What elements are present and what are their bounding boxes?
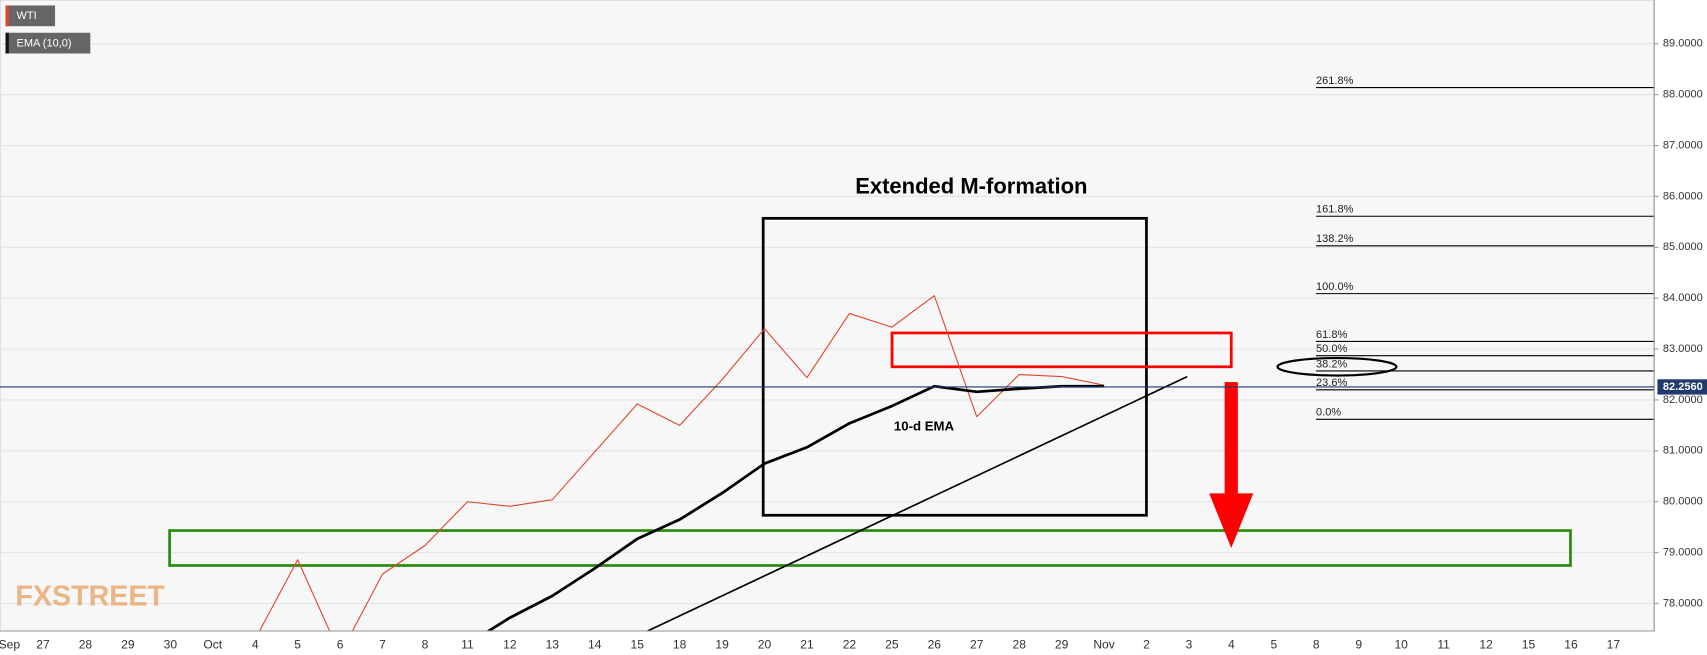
annotation: Extended M-formation bbox=[855, 174, 1087, 199]
fib-label: 61.8% bbox=[1316, 329, 1347, 341]
legend-box bbox=[5, 5, 56, 27]
x-tick-label: 15 bbox=[1522, 637, 1536, 651]
x-tick-label: 11 bbox=[461, 637, 474, 651]
y-tick-label: 88.0000 bbox=[1663, 89, 1703, 101]
series-line bbox=[258, 295, 1105, 631]
x-tick-label: Sep bbox=[0, 637, 20, 651]
x-tick-label: 12 bbox=[1479, 637, 1493, 651]
fib-label: 138.2% bbox=[1316, 233, 1354, 245]
x-tick-label: 16 bbox=[1564, 637, 1578, 651]
x-tick-label: 28 bbox=[1012, 637, 1026, 651]
x-tick-label: 9 bbox=[1355, 637, 1362, 651]
watermark: FXSTREET bbox=[15, 581, 165, 613]
x-tick-label: 4 bbox=[1228, 637, 1235, 651]
fib-label: 100.0% bbox=[1316, 281, 1354, 293]
x-tick-label: 21 bbox=[800, 637, 814, 651]
x-tick-label: 2 bbox=[1143, 637, 1150, 651]
fib-ellipse bbox=[1276, 356, 1398, 377]
y-tick-label: 79.0000 bbox=[1663, 547, 1703, 559]
legend-box bbox=[5, 32, 91, 54]
price-tag-label: 82.2560 bbox=[1663, 381, 1703, 393]
series-group bbox=[258, 295, 1105, 631]
x-tick-label: 13 bbox=[546, 637, 560, 651]
trend-line bbox=[647, 375, 1188, 632]
plot-area bbox=[0, 0, 1655, 632]
x-tick-label: 17 bbox=[1607, 637, 1621, 651]
x-tick-label: 29 bbox=[1055, 637, 1069, 651]
y-tick-label: 85.0000 bbox=[1663, 241, 1703, 253]
x-tick-label: 12 bbox=[503, 637, 517, 651]
x-tick-label: 5 bbox=[1270, 637, 1277, 651]
fib-label: 161.8% bbox=[1316, 204, 1354, 216]
y-tick-label: 89.0000 bbox=[1663, 38, 1703, 50]
fib-label: 38.2% bbox=[1316, 358, 1347, 370]
price-tag bbox=[1657, 379, 1707, 395]
x-tick-label: 3 bbox=[1186, 637, 1193, 651]
x-tick-label: 11 bbox=[1437, 637, 1450, 651]
legend: WTI EMA (10,0) bbox=[5, 5, 91, 54]
fib-label: 0.0% bbox=[1316, 407, 1341, 419]
fib-label: 261.8% bbox=[1316, 75, 1354, 87]
legend-swatch bbox=[5, 5, 9, 27]
x-tick-label: 18 bbox=[673, 637, 687, 651]
x-tick-label: 5 bbox=[294, 637, 301, 651]
legend-label: WTI bbox=[17, 10, 37, 22]
grid bbox=[0, 43, 1655, 605]
x-tick-label: 27 bbox=[970, 637, 984, 651]
y-tick-label: 82.0000 bbox=[1663, 394, 1703, 406]
x-tick-label: Nov bbox=[1093, 637, 1115, 651]
series-line bbox=[486, 384, 1105, 631]
x-tick-label: 10 bbox=[1394, 637, 1408, 651]
x-tick-label: 26 bbox=[928, 637, 942, 651]
fib-label: 50.0% bbox=[1316, 343, 1347, 355]
x-tick-label: 25 bbox=[885, 637, 899, 651]
x-tick-label: Oct bbox=[203, 637, 222, 651]
legend-swatch bbox=[5, 32, 9, 54]
x-tick-label: 8 bbox=[422, 637, 429, 651]
x-tick-label: 8 bbox=[1313, 637, 1320, 651]
x-tick-label: 20 bbox=[758, 637, 772, 651]
x-tick-label: 15 bbox=[630, 637, 644, 651]
fib-group: 261.8% 161.8% 138.2% 100.0% 61.8% 50.0% 38.2% 2… bbox=[1316, 75, 1655, 420]
x-tick-label: 7 bbox=[379, 637, 386, 651]
x-tick-label: 6 bbox=[337, 637, 344, 651]
annotation: 10-d EMA bbox=[894, 418, 955, 433]
arrow-shaft bbox=[1224, 382, 1238, 494]
x-tick-label: 22 bbox=[843, 637, 857, 651]
fib-label: 23.6% bbox=[1316, 377, 1347, 389]
support-box bbox=[168, 529, 1572, 567]
x-tick-label: 19 bbox=[715, 637, 729, 651]
y-tick-label: 81.0000 bbox=[1663, 445, 1703, 457]
x-tick-label: 30 bbox=[164, 637, 178, 651]
x-tick-label: 27 bbox=[36, 637, 50, 651]
arrow-head bbox=[1209, 493, 1254, 549]
x-tick-label: 29 bbox=[121, 637, 135, 651]
x-tick-label: 14 bbox=[588, 637, 602, 651]
resistance-box bbox=[890, 331, 1233, 369]
y-tick-label: 80.0000 bbox=[1663, 496, 1703, 508]
y-tick-label: 86.0000 bbox=[1663, 190, 1703, 202]
y-tick-label: 87.0000 bbox=[1663, 139, 1703, 151]
x-tick-label: 28 bbox=[79, 637, 93, 651]
y-tick-label: 83.0000 bbox=[1663, 343, 1703, 355]
legend-label: EMA (10,0) bbox=[17, 38, 72, 50]
y-tick-label: 78.0000 bbox=[1663, 597, 1703, 609]
y-tick-label: 84.0000 bbox=[1663, 292, 1703, 304]
x-tick-label: 4 bbox=[252, 637, 259, 651]
